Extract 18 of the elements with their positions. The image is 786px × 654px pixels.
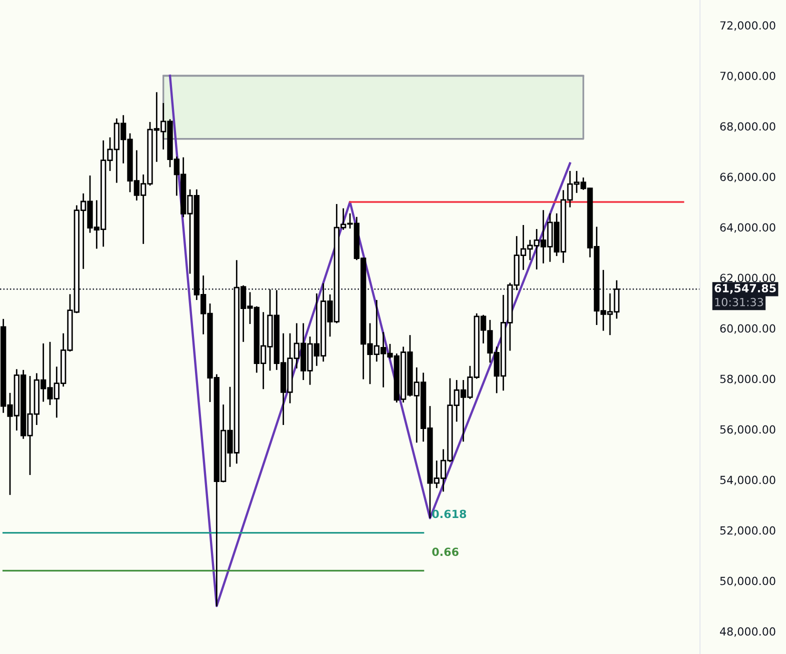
y-tick-label: 66,000.00: [720, 172, 776, 182]
text: 10:31:33: [715, 298, 764, 306]
y-tick-label: 54,000.00: [720, 476, 776, 486]
y-tick-label: 68,000.00: [720, 122, 776, 132]
y-tick-label: 62,000.00: [720, 274, 776, 284]
y-tick-label: 50,000.00: [720, 576, 776, 586]
y-tick-label: 58,000.00: [720, 374, 776, 384]
series-label: 0.66: [432, 548, 458, 556]
y-tick-label: 56,000.00: [720, 425, 776, 435]
y-tick-label: 72,000.00: [720, 21, 776, 31]
y-tick-label: 70,000.00: [720, 72, 776, 82]
y-tick-label: 48,000.00: [720, 627, 776, 637]
y-tick-label: 52,000.00: [720, 526, 776, 536]
y-tick-label: 60,000.00: [720, 324, 776, 334]
series-label: 0.618: [432, 510, 466, 518]
ref-line-label: 61,547.85: [714, 284, 776, 294]
y-tick-label: 64,000.00: [720, 223, 776, 233]
line-series: [168, 74, 572, 608]
